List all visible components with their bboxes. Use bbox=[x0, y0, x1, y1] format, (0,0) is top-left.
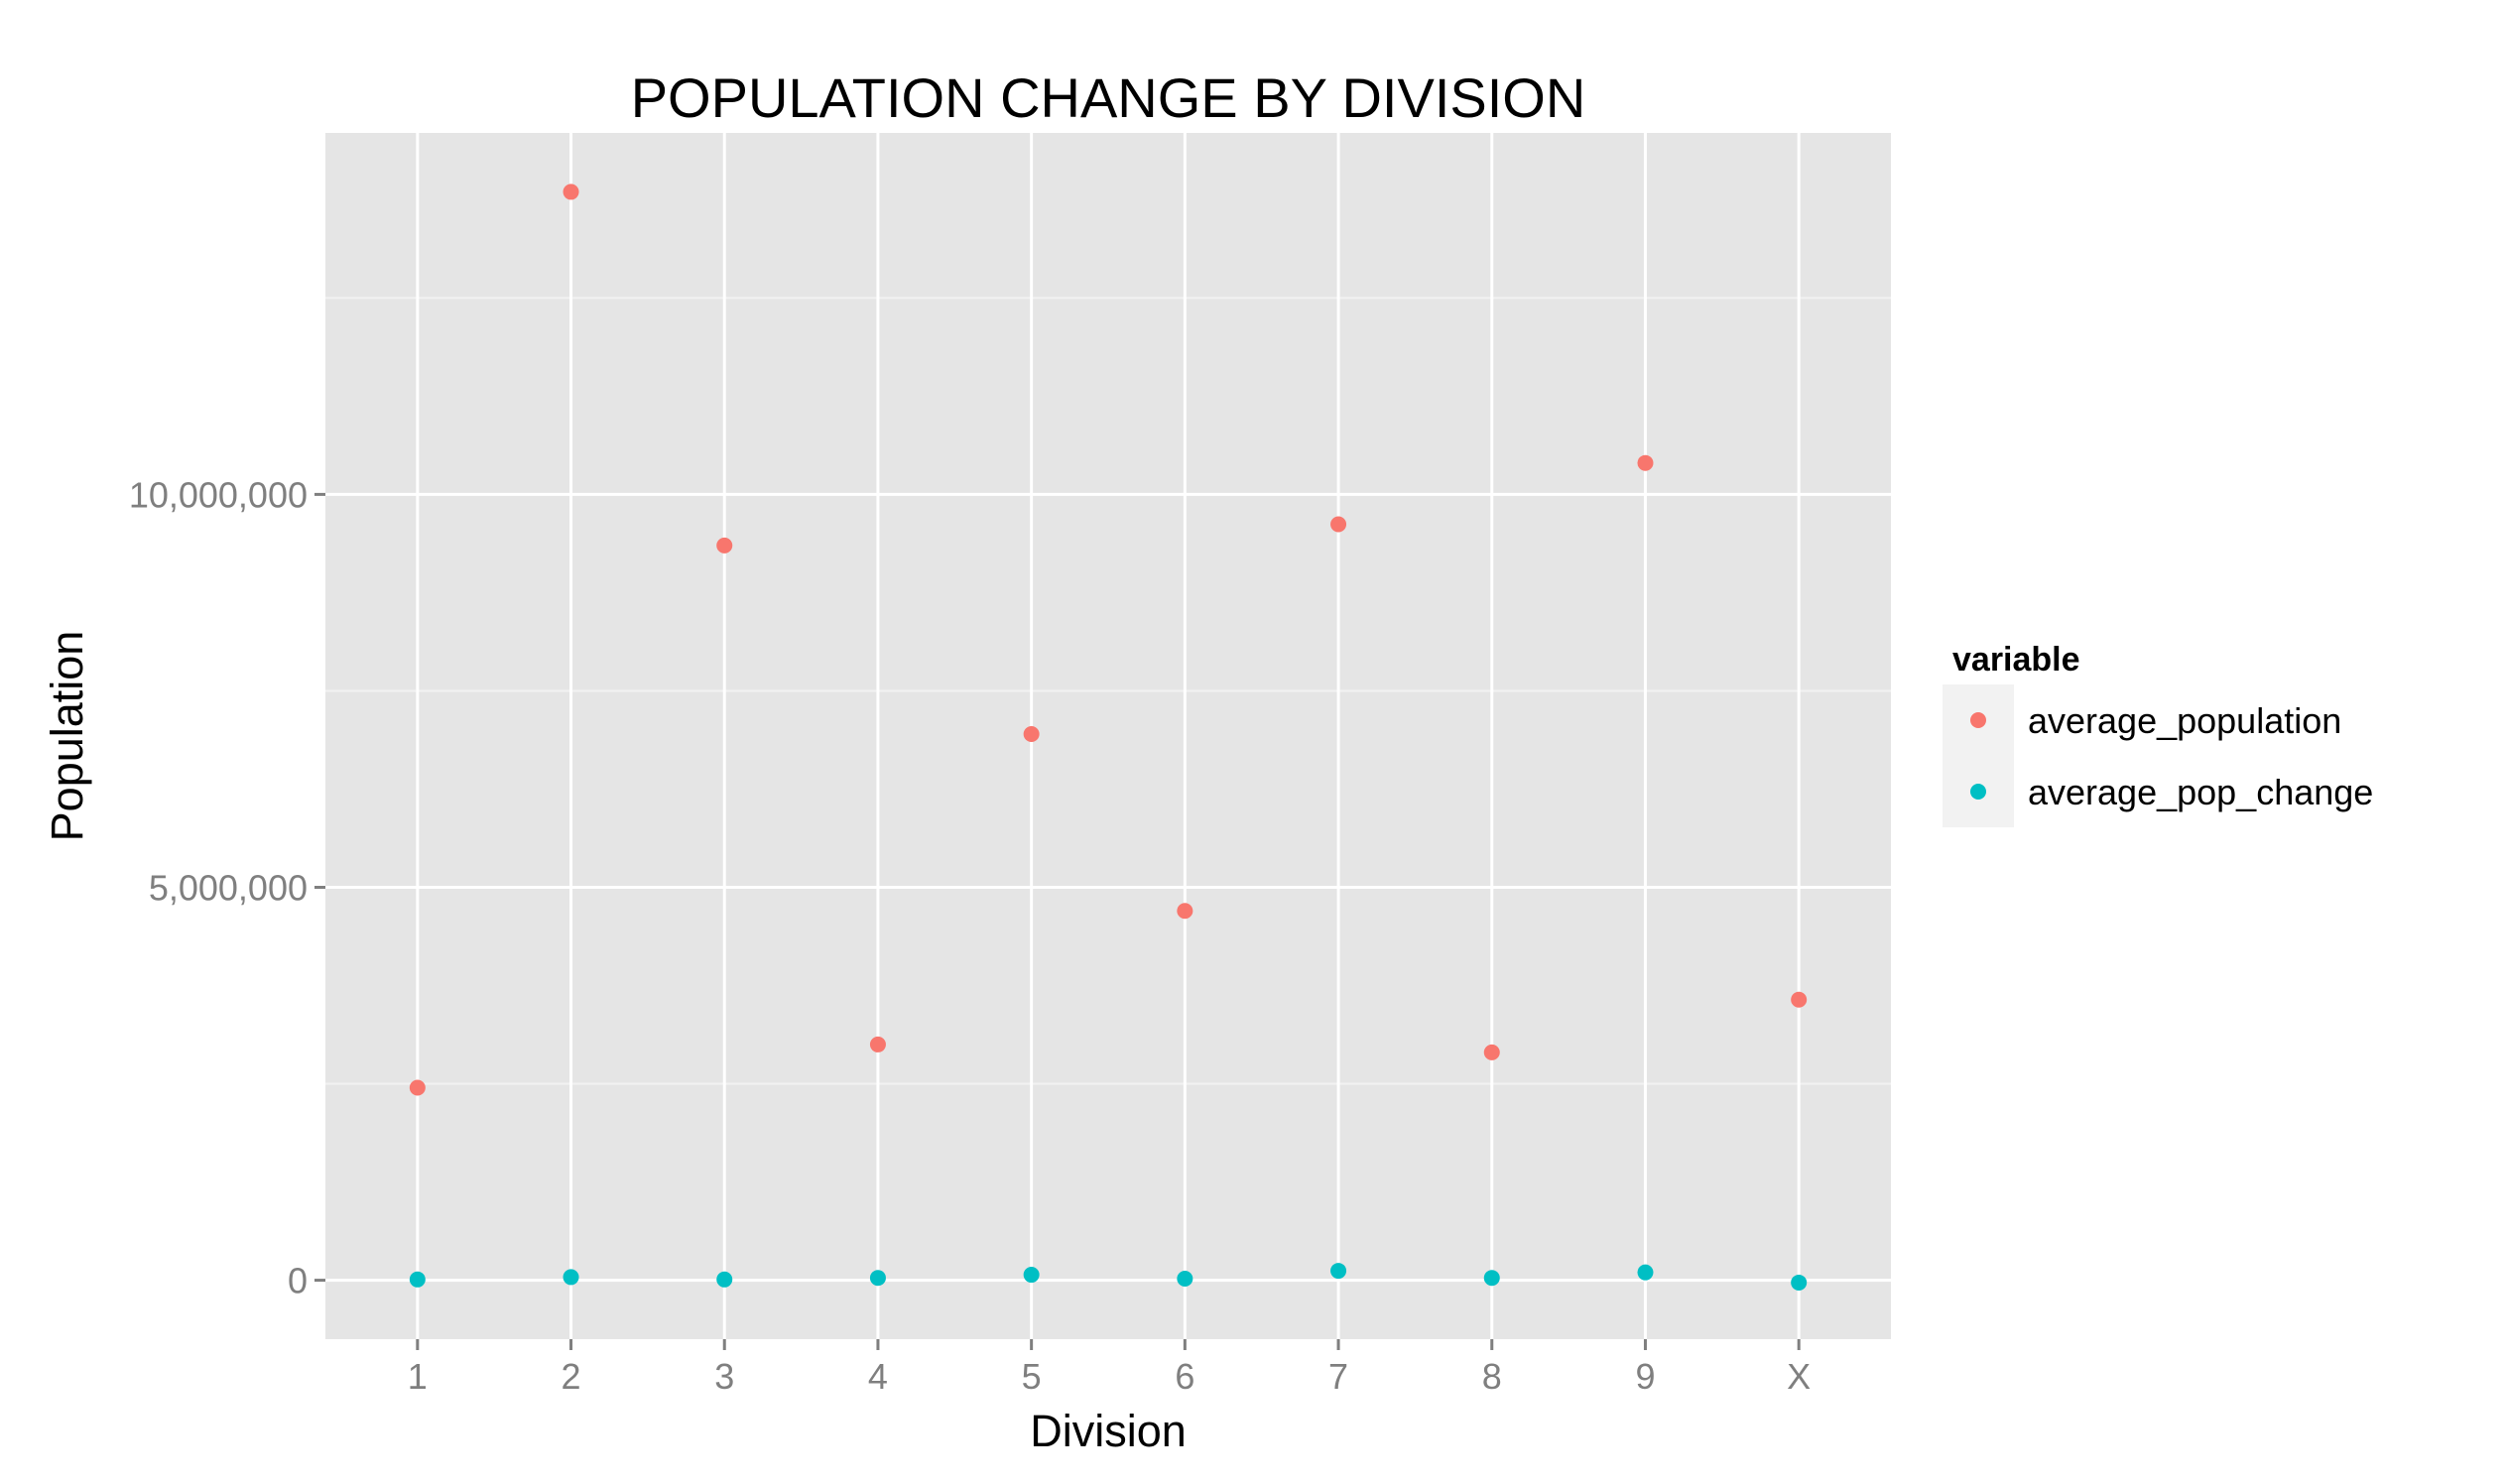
y-tick-label: 5,000,000 bbox=[149, 867, 308, 908]
major-gridlines bbox=[325, 133, 1891, 1339]
data-point-average_population bbox=[1483, 1044, 1500, 1060]
data-point-average_population bbox=[1637, 454, 1654, 471]
data-point-average_pop_change bbox=[1483, 1270, 1500, 1287]
data-point-average_population bbox=[716, 537, 733, 554]
legend-title: variable bbox=[1952, 641, 2080, 679]
x-tick-label: 1 bbox=[408, 1356, 428, 1397]
legend-label: average_population bbox=[2028, 700, 2341, 741]
legend-key-point bbox=[1970, 712, 1986, 728]
data-point-average_population bbox=[1023, 726, 1040, 743]
x-tick-label: 7 bbox=[1328, 1356, 1348, 1397]
data-point-average_pop_change bbox=[409, 1271, 426, 1288]
chart-title: POPULATION CHANGE BY DIVISION bbox=[631, 66, 1586, 129]
legend-label: average_pop_change bbox=[2028, 772, 2373, 812]
plot-panel bbox=[325, 133, 1891, 1339]
data-point-average_pop_change bbox=[1177, 1271, 1193, 1288]
data-point-average_pop_change bbox=[1791, 1274, 1808, 1291]
data-point-average_pop_change bbox=[716, 1271, 733, 1288]
x-axis-title: Division bbox=[1030, 1406, 1187, 1456]
x-tick-label: 6 bbox=[1175, 1356, 1194, 1397]
y-axis-ticks: 0 5,000,000 10,000,000 bbox=[129, 474, 325, 1301]
data-point-average_pop_change bbox=[1637, 1264, 1654, 1281]
legend-key-point bbox=[1970, 784, 1986, 800]
x-axis-ticks: 1 2 3 4 5 6 7 8 9 X bbox=[408, 1339, 1811, 1397]
legend: variable average_population average_pop_c… bbox=[1943, 641, 2373, 827]
data-point-average_population bbox=[563, 184, 579, 200]
data-point-average_pop_change bbox=[1330, 1263, 1347, 1280]
data-point-average_pop_change bbox=[869, 1270, 886, 1287]
data-point-average_pop_change bbox=[1023, 1267, 1040, 1284]
y-tick-label: 10,000,000 bbox=[129, 474, 308, 515]
x-tick-label: 5 bbox=[1022, 1356, 1042, 1397]
data-point-average_population bbox=[1791, 991, 1808, 1008]
x-tick-label: X bbox=[1787, 1356, 1811, 1397]
data-point-average_population bbox=[1330, 516, 1347, 533]
x-tick-label: 3 bbox=[714, 1356, 734, 1397]
y-tick-label: 0 bbox=[288, 1261, 308, 1301]
legend-items: average_population average_pop_change bbox=[1943, 684, 2373, 827]
data-point-average_pop_change bbox=[563, 1269, 579, 1286]
data-points bbox=[409, 184, 1808, 1291]
x-tick-label: 9 bbox=[1635, 1356, 1655, 1397]
data-point-average_population bbox=[409, 1079, 426, 1096]
x-tick-label: 4 bbox=[868, 1356, 888, 1397]
x-tick-label: 2 bbox=[562, 1356, 581, 1397]
minor-gridlines bbox=[325, 297, 1891, 1085]
y-axis-title: Population bbox=[42, 631, 92, 842]
x-tick-label: 8 bbox=[1482, 1356, 1502, 1397]
data-point-average_population bbox=[869, 1036, 886, 1052]
data-point-average_population bbox=[1177, 903, 1193, 920]
